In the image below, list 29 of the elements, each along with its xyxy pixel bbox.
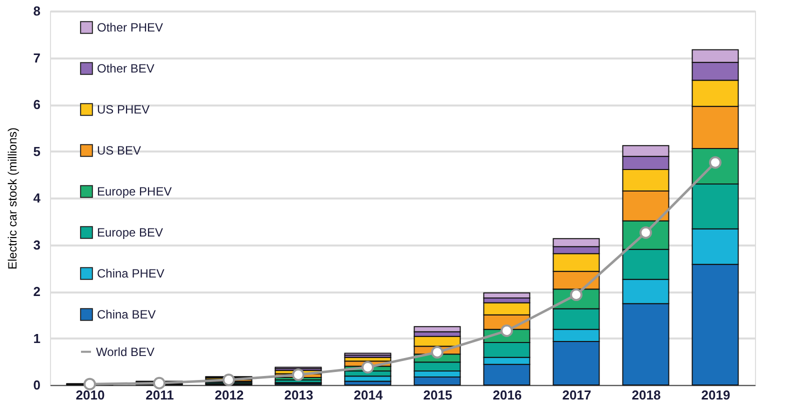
y-axis-title: Electric car stock (millions) (5, 127, 20, 270)
legend-label: US PHEV (97, 102, 150, 116)
y-tick-label: 3 (33, 237, 40, 252)
y-tick-label: 7 (33, 50, 40, 66)
y-tick-label: 5 (33, 144, 40, 159)
y-tick-label: 2 (33, 284, 40, 299)
y-tick-label: 1 (33, 330, 40, 346)
x-tick-label: 2019 (701, 388, 730, 402)
y-tick-label: 0 (33, 378, 40, 392)
legend-label: Europe BEV (97, 226, 164, 240)
y-tick-label: 4 (33, 190, 42, 206)
y-tick-label: 8 (33, 4, 40, 18)
x-tick-label: 2010 (76, 388, 105, 402)
legend-label: China BEV (97, 308, 156, 322)
legend-label: Other BEV (97, 62, 154, 76)
y-tick-label: 6 (33, 97, 40, 112)
legend-label: Europe PHEV (97, 184, 172, 198)
legend-label: US BEV (97, 144, 142, 158)
legend-label: Other PHEV (97, 20, 164, 34)
x-tick-label: 2018 (632, 388, 661, 402)
x-tick-label: 2011 (146, 388, 174, 402)
legend-label: World BEV (96, 344, 154, 359)
x-tick-label: 2017 (562, 388, 592, 402)
x-tick-label: 2012 (214, 388, 244, 402)
x-tick-label: 2016 (492, 388, 522, 402)
legend-label: China PHEV (97, 266, 164, 280)
x-tick-label: 2014 (354, 388, 384, 402)
x-tick-label: 2013 (284, 388, 314, 402)
x-tick-label: 2015 (423, 388, 452, 402)
